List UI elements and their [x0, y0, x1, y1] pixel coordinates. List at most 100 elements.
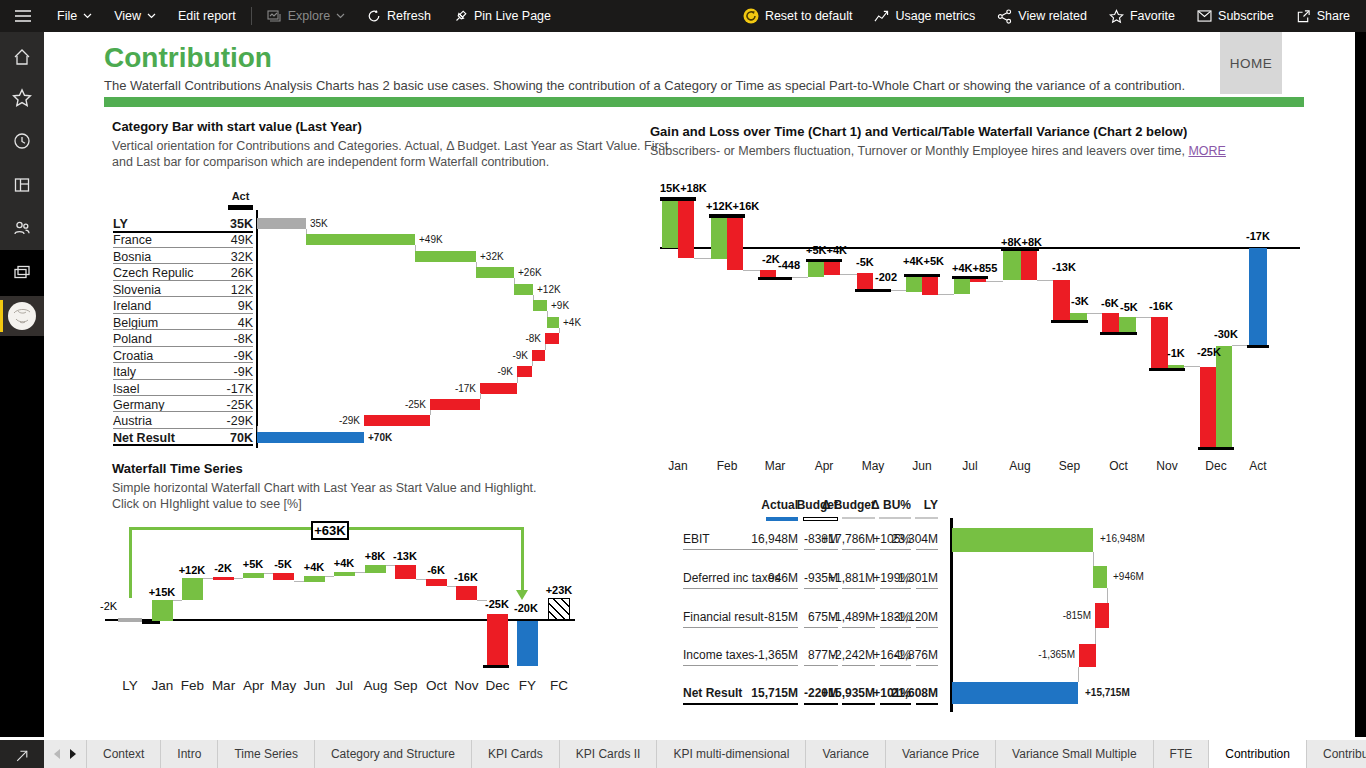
menu-explore[interactable]: Explore [256, 0, 356, 32]
report-tab-category-and-structure[interactable]: Category and Structure [315, 740, 472, 768]
ts-bar-jan[interactable] [152, 600, 173, 621]
gain-bar-dec[interactable] [1216, 346, 1232, 447]
ts-bar-aug[interactable] [365, 565, 386, 573]
bar-bosnia[interactable] [415, 251, 476, 262]
ts-bar-fc[interactable] [548, 598, 570, 620]
ts-bar-ly[interactable] [118, 618, 142, 622]
sidebar-home[interactable] [0, 37, 44, 77]
view-related-button[interactable]: View related [986, 0, 1098, 32]
gain-bar-aug[interactable] [1003, 251, 1021, 280]
report-tab-context[interactable]: Context [86, 740, 161, 768]
gain-bar-jun[interactable] [906, 277, 922, 292]
gain-bar-jul[interactable] [954, 279, 970, 294]
menu-view[interactable]: View [103, 0, 167, 32]
connector [203, 578, 213, 579]
variance-bar-label: +15,715M [1085, 687, 1130, 698]
loss-bar-feb[interactable] [727, 217, 743, 270]
bar-poland[interactable] [545, 333, 559, 344]
sidebar-workspaces[interactable] [0, 252, 44, 292]
loss-bar-aug[interactable] [1021, 251, 1037, 280]
variance-bar-0[interactable] [952, 528, 1093, 552]
bar-net-result[interactable] [257, 432, 364, 443]
expand-corner[interactable] [0, 737, 44, 768]
ts-bar-jun[interactable] [304, 576, 325, 582]
tabs-scroll-left-icon[interactable] [54, 749, 60, 759]
bar-ireland[interactable] [533, 300, 547, 311]
report-tab-contribution[interactable]: Contribution [1209, 740, 1307, 768]
ts-bar-feb[interactable] [182, 578, 203, 600]
gain-bar-feb[interactable] [711, 217, 727, 259]
loss-bar-dec[interactable] [1200, 367, 1216, 447]
loss-bar-jun[interactable] [922, 277, 938, 295]
sidebar-shared[interactable] [0, 208, 44, 248]
bar-czech-repulic[interactable] [476, 267, 514, 278]
report-tab-kpi-cards[interactable]: KPI Cards [472, 740, 560, 768]
favorite-button[interactable]: Favorite [1098, 0, 1186, 32]
loss-bar-apr[interactable] [824, 262, 840, 275]
loss-bar-oct[interactable] [1102, 313, 1119, 332]
variance-bar-4[interactable] [952, 682, 1078, 704]
loss-bar-sep[interactable] [1053, 280, 1070, 320]
report-tab-variance-price[interactable]: Variance Price [886, 740, 996, 768]
report-tab-contribution-ii[interactable]: Contribution II [1307, 740, 1366, 768]
bar-slovenia[interactable] [514, 284, 533, 295]
total-bar-act[interactable] [1249, 248, 1267, 345]
subscribe-button[interactable]: Subscribe [1186, 0, 1285, 32]
connector [743, 270, 760, 271]
gain-bar-oct[interactable] [1119, 317, 1136, 332]
bar-value-label: -9K [458, 350, 528, 361]
report-tab-intro[interactable]: Intro [161, 740, 218, 768]
variance-bar-2[interactable] [1095, 603, 1109, 628]
ts-bar-dec[interactable] [487, 614, 508, 667]
hamburger-menu-icon[interactable] [0, 0, 46, 32]
loss-bar-nov[interactable] [1151, 317, 1168, 368]
tabs-scroll-right-icon[interactable] [70, 749, 76, 759]
sidebar-apps[interactable] [0, 165, 44, 205]
gain-bar-jan[interactable] [662, 201, 678, 248]
sidebar-favorites[interactable] [0, 78, 44, 118]
bar-ly[interactable] [257, 218, 306, 229]
menu-refresh[interactable]: Refresh [356, 0, 442, 32]
loss-bar-jul[interactable] [970, 279, 986, 282]
report-tab-fte[interactable]: FTE [1154, 740, 1210, 768]
bar-isael[interactable] [480, 383, 517, 394]
bar-croatia[interactable] [532, 350, 545, 361]
menu-file[interactable]: File [46, 0, 103, 32]
report-tab-variance-small-multiple[interactable]: Variance Small Multiple [996, 740, 1154, 768]
sidebar-report-avatar[interactable] [0, 296, 44, 336]
loss-bar-mar[interactable] [760, 270, 776, 277]
cap-aug [1001, 248, 1039, 251]
loss-bar-may[interactable] [857, 273, 873, 289]
row-underline [113, 444, 253, 446]
gain-bar-sep[interactable] [1070, 313, 1087, 320]
menu-explore-label: Explore [288, 9, 330, 23]
report-tab-kpi-cards-ii[interactable]: KPI Cards II [560, 740, 658, 768]
ts-bar-may[interactable] [273, 573, 294, 581]
bar-italy[interactable] [517, 366, 532, 377]
sidebar-recent[interactable] [0, 121, 44, 161]
reset-to-default-label: Reset to default [765, 9, 853, 23]
ts-bar-mar[interactable] [213, 577, 234, 580]
ts-bar-fy[interactable] [517, 621, 538, 666]
report-tab-kpi-multi-dimensional[interactable]: KPI multi-dimensional [657, 740, 806, 768]
report-tab-time-series[interactable]: Time Series [218, 740, 315, 768]
variance-bar-1[interactable] [1093, 566, 1107, 588]
share-button[interactable]: Share [1285, 0, 1366, 32]
ts-bar-jul[interactable] [334, 572, 355, 577]
gainloss-label: +5K+4K [806, 244, 847, 256]
variance-bar-3[interactable] [1079, 644, 1096, 667]
menu-edit-report[interactable]: Edit report [167, 0, 247, 32]
report-tab-variance[interactable]: Variance [806, 740, 885, 768]
bar-austria[interactable] [364, 415, 430, 426]
usage-metrics-button[interactable]: Usage metrics [863, 0, 986, 32]
ts-bar-label: +23K [534, 584, 584, 596]
reset-to-default-button[interactable]: Reset to default [732, 0, 864, 32]
ts-bar-apr[interactable] [243, 573, 264, 578]
loss-bar-jan[interactable] [678, 201, 694, 258]
gain-bar-apr[interactable] [808, 262, 824, 277]
bar-germany[interactable] [430, 399, 480, 410]
bar-france[interactable] [306, 234, 415, 245]
cell-line [770, 703, 798, 705]
bar-belgium[interactable] [547, 317, 559, 328]
menu-pin-live-page[interactable]: Pin Live Page [442, 0, 562, 32]
